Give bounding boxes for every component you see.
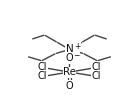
Text: Cl: Cl [38,62,47,73]
Text: Re: Re [63,67,76,77]
Text: Cl: Cl [92,62,101,73]
Text: O: O [66,81,73,91]
Text: O: O [66,53,73,63]
Text: N: N [66,44,73,54]
Text: +: + [74,42,81,51]
Text: Cl: Cl [92,71,101,81]
Text: −: − [73,52,79,61]
Text: Cl: Cl [38,71,47,81]
